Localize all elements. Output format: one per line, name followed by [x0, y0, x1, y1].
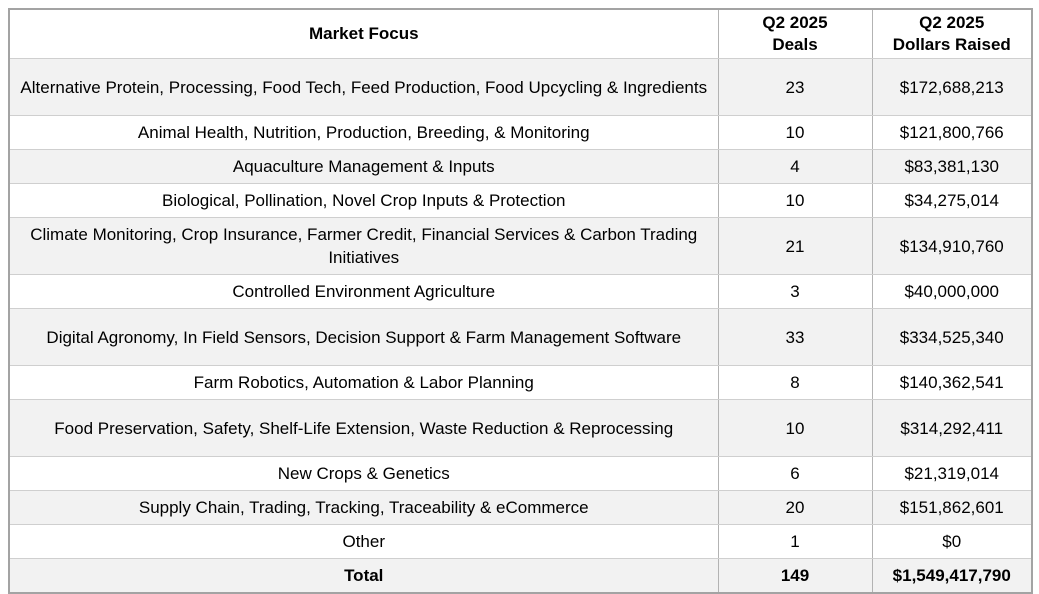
dollars-cell: $334,525,340 [871, 308, 1033, 366]
dollars-cell: $134,910,760 [871, 217, 1033, 275]
deals-cell: 10 [717, 399, 873, 457]
market-focus-cell: Digital Agronomy, In Field Sensors, Deci… [8, 308, 719, 366]
deals-cell: 10 [717, 183, 873, 218]
dollars-cell: $83,381,130 [871, 149, 1033, 184]
header-deals-line2: Deals [772, 35, 818, 54]
table-row: Aquaculture Management & Inputs 4 $83,38… [8, 149, 1033, 184]
table-row: Climate Monitoring, Crop Insurance, Farm… [8, 217, 1033, 275]
header-dollars-line2: Dollars Raised [892, 35, 1011, 54]
market-focus-cell: New Crops & Genetics [8, 456, 719, 491]
dollars-cell: $121,800,766 [871, 115, 1033, 150]
market-focus-cell: Alternative Protein, Processing, Food Te… [8, 58, 719, 116]
dollars-cell: $140,362,541 [871, 365, 1033, 400]
column-header-dollars-raised: Q2 2025 Dollars Raised [871, 8, 1033, 59]
header-deals-line1: Q2 2025 [762, 13, 828, 32]
header-row: Market Focus Q2 2025 Deals Q2 2025 Dolla… [8, 8, 1033, 59]
deals-cell: 1 [717, 524, 873, 559]
market-focus-cell: Aquaculture Management & Inputs [8, 149, 719, 184]
deals-cell: 33 [717, 308, 873, 366]
deals-cell: 3 [717, 274, 873, 309]
table-row: Alternative Protein, Processing, Food Te… [8, 58, 1033, 116]
dollars-cell: $21,319,014 [871, 456, 1033, 491]
table-body: Alternative Protein, Processing, Food Te… [8, 58, 1033, 593]
table-header: Market Focus Q2 2025 Deals Q2 2025 Dolla… [8, 8, 1033, 59]
table-row: New Crops & Genetics 6 $21,319,014 [8, 456, 1033, 491]
table-row: Farm Robotics, Automation & Labor Planni… [8, 365, 1033, 400]
market-focus-cell: Controlled Environment Agriculture [8, 274, 719, 309]
dollars-cell: $151,862,601 [871, 490, 1033, 525]
column-header-deals: Q2 2025 Deals [717, 8, 873, 59]
deals-cell: 20 [717, 490, 873, 525]
market-focus-table: Market Focus Q2 2025 Deals Q2 2025 Dolla… [8, 8, 1033, 594]
market-focus-cell: Other [8, 524, 719, 559]
column-header-market-focus: Market Focus [8, 8, 719, 59]
deals-cell: 23 [717, 58, 873, 116]
dollars-cell: $40,000,000 [871, 274, 1033, 309]
deals-cell: 21 [717, 217, 873, 275]
deals-cell: 4 [717, 149, 873, 184]
dollars-cell: $34,275,014 [871, 183, 1033, 218]
table-row: Animal Health, Nutrition, Production, Br… [8, 115, 1033, 150]
dollars-cell: $314,292,411 [871, 399, 1033, 457]
market-focus-cell: Animal Health, Nutrition, Production, Br… [8, 115, 719, 150]
dollars-cell: $0 [871, 524, 1033, 559]
total-deals-cell: 149 [717, 558, 873, 593]
market-focus-cell: Supply Chain, Trading, Tracking, Traceab… [8, 490, 719, 525]
market-focus-cell: Climate Monitoring, Crop Insurance, Farm… [8, 217, 719, 275]
market-focus-cell: Food Preservation, Safety, Shelf-Life Ex… [8, 399, 719, 457]
deals-cell: 8 [717, 365, 873, 400]
market-focus-cell: Farm Robotics, Automation & Labor Planni… [8, 365, 719, 400]
table-row: Controlled Environment Agriculture 3 $40… [8, 274, 1033, 309]
table-row: Biological, Pollination, Novel Crop Inpu… [8, 183, 1033, 218]
dollars-cell: $172,688,213 [871, 58, 1033, 116]
total-label-cell: Total [8, 558, 719, 593]
table-row: Other 1 $0 [8, 524, 1033, 559]
table-row: Food Preservation, Safety, Shelf-Life Ex… [8, 399, 1033, 457]
deals-cell: 10 [717, 115, 873, 150]
total-row: Total 149 $1,549,417,790 [8, 558, 1033, 593]
market-focus-cell: Biological, Pollination, Novel Crop Inpu… [8, 183, 719, 218]
total-dollars-cell: $1,549,417,790 [871, 558, 1033, 593]
header-dollars-line1: Q2 2025 [919, 13, 985, 32]
table-row: Supply Chain, Trading, Tracking, Traceab… [8, 490, 1033, 525]
table-row: Digital Agronomy, In Field Sensors, Deci… [8, 308, 1033, 366]
deals-cell: 6 [717, 456, 873, 491]
